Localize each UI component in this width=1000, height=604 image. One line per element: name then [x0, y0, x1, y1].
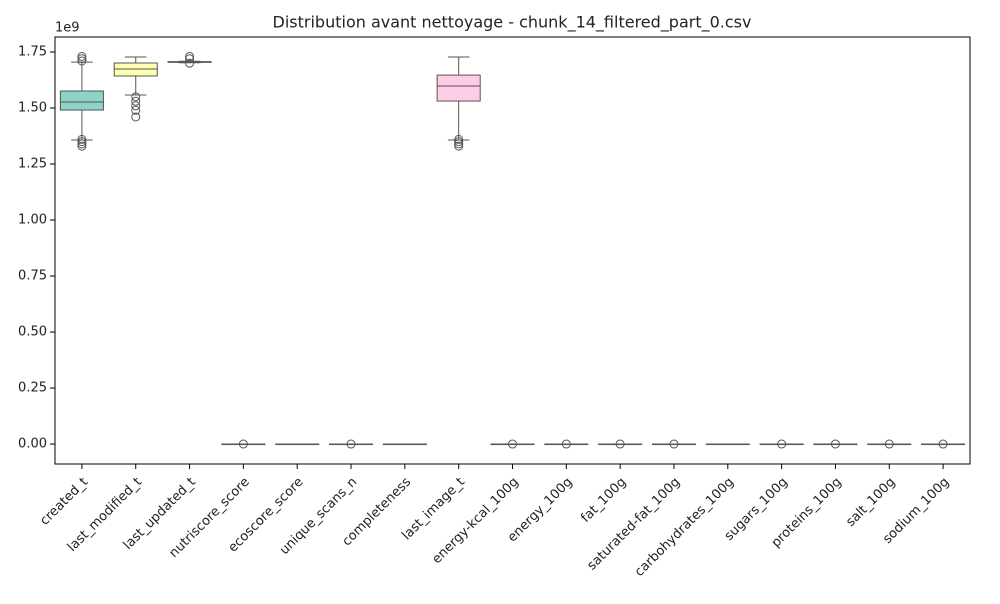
axis-offset: 1e9: [55, 21, 80, 36]
outlier: [77, 56, 87, 66]
outlier: [185, 58, 195, 68]
y-tick-label: 0.50: [18, 325, 47, 340]
box: [436, 74, 481, 102]
outlier: [346, 439, 356, 449]
outlier: [77, 137, 87, 147]
outlier: [454, 137, 464, 147]
box: [59, 90, 104, 111]
outlier: [77, 54, 87, 64]
plot-frame: [54, 36, 971, 465]
outlier: [454, 141, 464, 151]
outlier: [131, 112, 141, 122]
outlier: [131, 96, 141, 106]
outlier: [561, 439, 571, 449]
x-tick-label: salt_100g: [843, 475, 898, 530]
outlier: [508, 439, 517, 449]
y-tick-label: 0.00: [18, 437, 47, 452]
chart-title: Distribution avant nettoyage - chunk_14_…: [273, 13, 752, 33]
x-tick-label: fat_100g: [578, 475, 629, 526]
outlier: [238, 439, 248, 449]
y-tick-label: 0.75: [18, 269, 47, 284]
outlier: [777, 439, 787, 449]
outlier: [131, 92, 141, 102]
outlier: [830, 439, 840, 449]
outlier: [938, 439, 948, 449]
x-tick-label: created_t: [37, 475, 91, 529]
outlier: [615, 439, 625, 449]
outlier: [884, 439, 894, 449]
outlier: [185, 54, 195, 64]
outlier: [77, 141, 87, 151]
outlier: [454, 134, 464, 144]
y-tick-label: 0.25: [18, 381, 47, 396]
outlier: [77, 139, 87, 149]
outlier: [669, 439, 679, 449]
outlier: [454, 139, 464, 149]
outlier: [131, 105, 141, 115]
outlier: [131, 101, 141, 111]
x-tick-label: saturated-fat_100g: [585, 475, 684, 574]
y-tick-label: 1.00: [18, 213, 47, 228]
outlier: [77, 51, 87, 61]
y-tick-label: 1.25: [18, 157, 47, 172]
x-tick-label: carbohydrates_100g: [632, 475, 737, 580]
outlier: [77, 134, 87, 144]
y-tick-label: 1.50: [18, 101, 47, 116]
outlier: [185, 51, 195, 61]
y-tick-label: 1.75: [18, 45, 47, 60]
